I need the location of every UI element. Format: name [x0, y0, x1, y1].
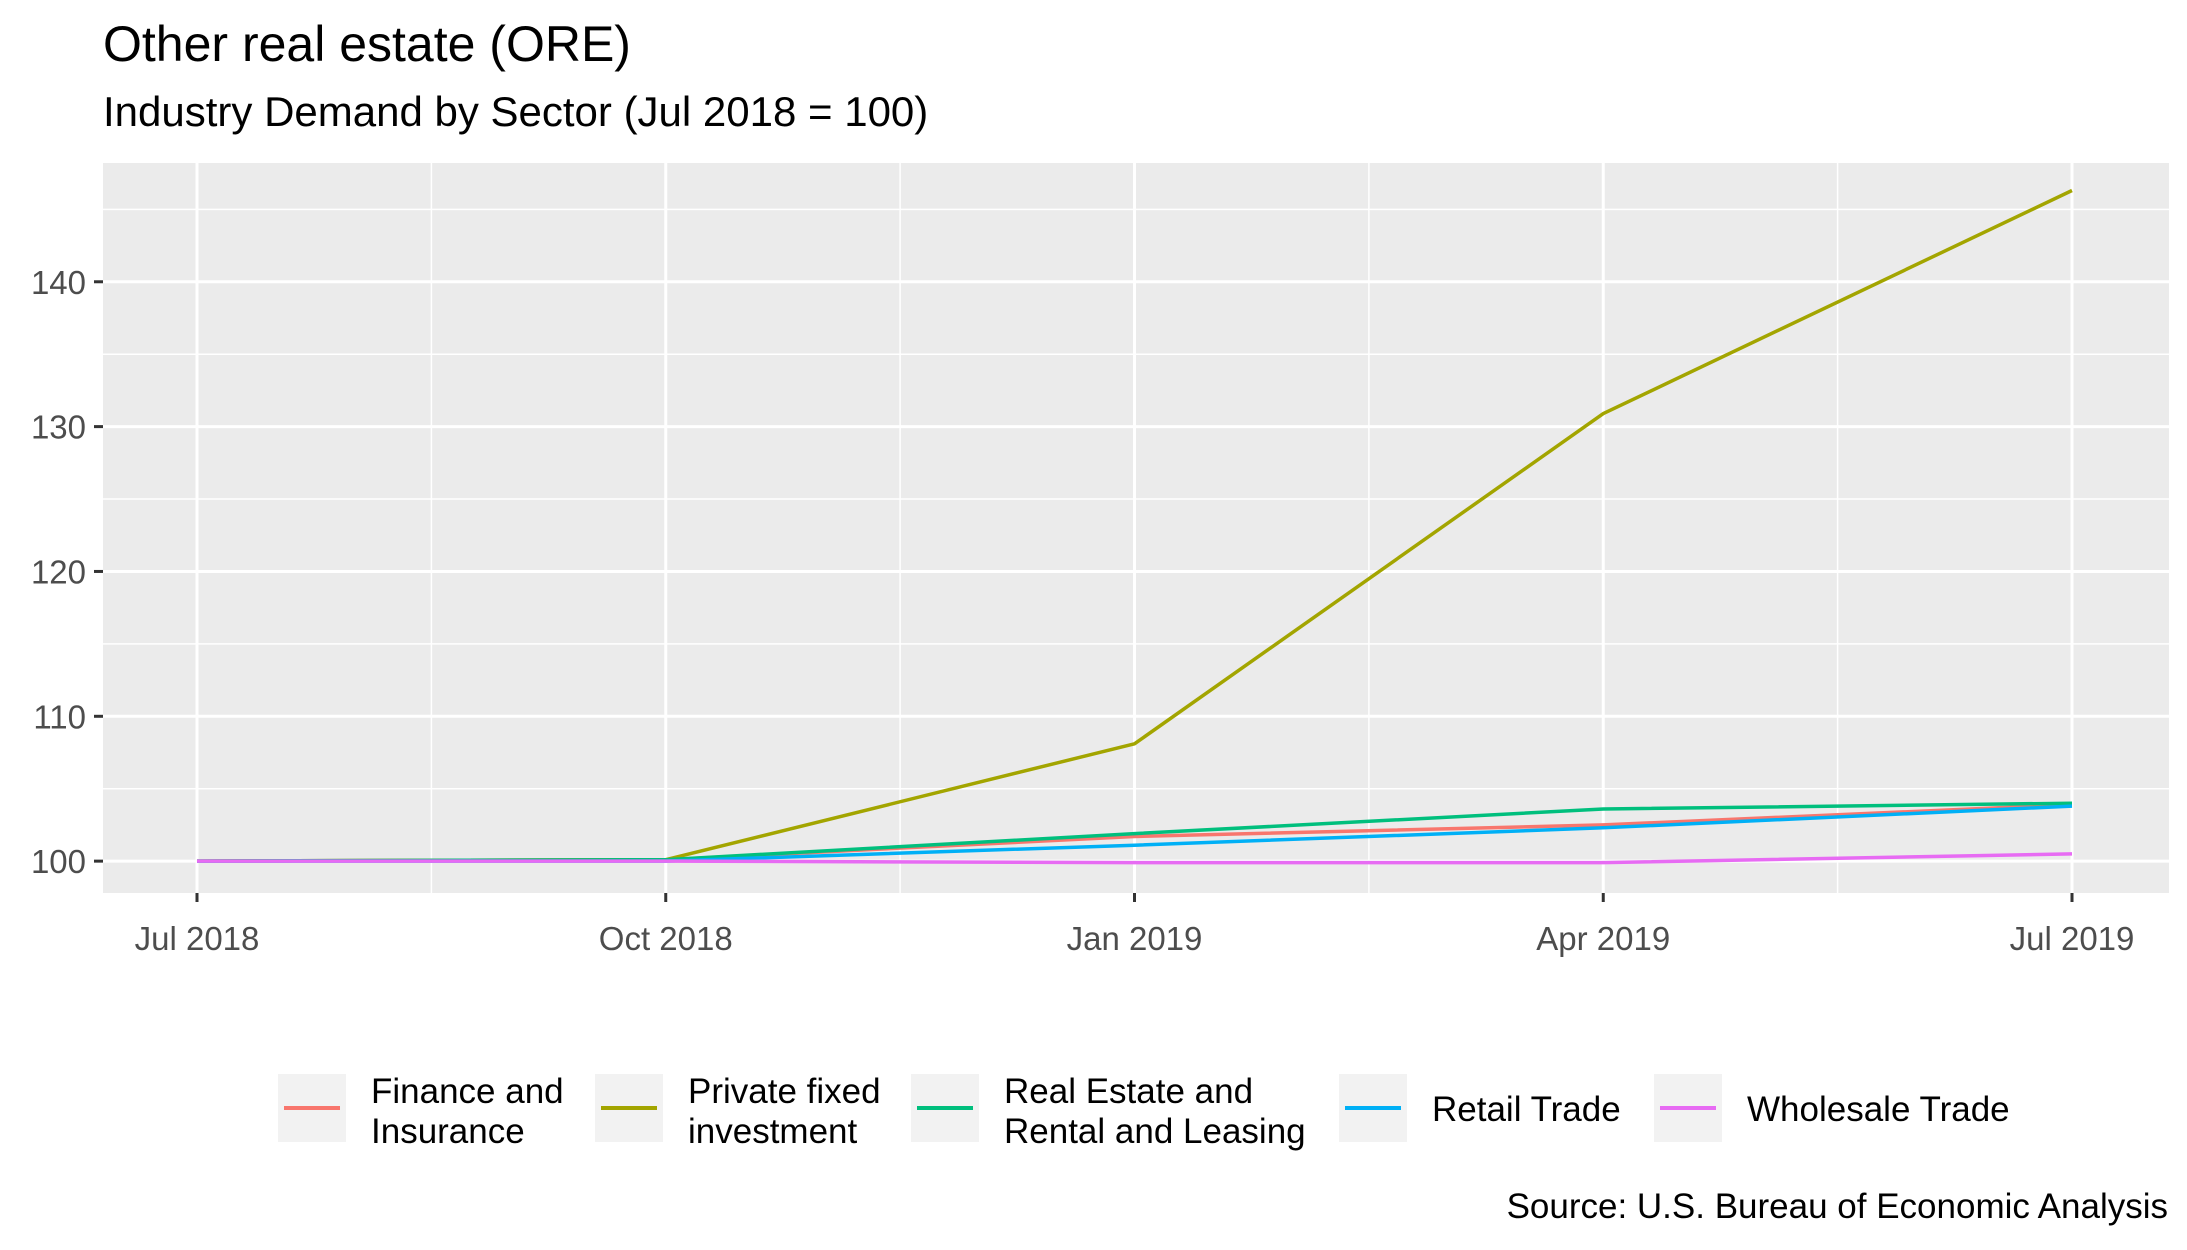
legend-label: Wholesale Trade [1747, 1090, 2010, 1130]
legend-label-line: Insurance [371, 1112, 525, 1151]
legend-label-line: Real Estate and [1004, 1072, 1254, 1111]
series-lines [196, 188, 2073, 865]
y-axis: 100 110 120 130 140 [31, 264, 103, 880]
legend-label: Real Estate and Rental and Leasing [1004, 1072, 1306, 1152]
legend-key-line [601, 1106, 657, 1110]
legend-label-line: investment [688, 1112, 858, 1151]
legend-label-line: Private fixed [688, 1072, 881, 1111]
y-tick-label: 120 [31, 553, 86, 590]
y-tick-label: 100 [31, 843, 86, 880]
legend-label: Private fixed investment [688, 1072, 881, 1152]
x-tick-label: Jul 2018 [135, 920, 260, 957]
legend-label: Finance and Insurance [371, 1072, 564, 1152]
legend-key [595, 1074, 663, 1142]
series-line-5 [197, 852, 2073, 865]
y-tick-label: 130 [31, 409, 86, 446]
y-tick-label: 110 [33, 698, 86, 735]
legend-key-line [917, 1106, 973, 1110]
x-tick-label: Jan 2019 [1067, 920, 1203, 957]
x-axis: Jul 2018 Oct 2018 Jan 2019 Apr 2019 Jul 2019 [135, 893, 2135, 957]
legend-key-line [284, 1106, 340, 1110]
legend: Finance and Insurance Private fixed investm… [0, 1065, 2187, 1175]
line-chart: 100 110 120 130 140 Jul 2018 Oct 2018 Jan 2019… [31, 163, 2169, 957]
legend-label: Retail Trade [1432, 1090, 1621, 1130]
source-caption: Source: U.S. Bureau of Economic Analysis [1506, 1187, 2168, 1226]
chart-title: Other real estate (ORE) [103, 16, 631, 72]
y-tick-label: 140 [31, 264, 86, 301]
x-tick-label: Oct 2018 [599, 920, 733, 957]
legend-label-line: Wholesale Trade [1747, 1090, 2010, 1129]
x-tick-label: Jul 2019 [2010, 920, 2135, 957]
legend-key [278, 1074, 346, 1142]
chart-subtitle: Industry Demand by Sector (Jul 2018 = 10… [103, 88, 929, 135]
legend-key [911, 1074, 979, 1142]
legend-key [1339, 1074, 1407, 1142]
legend-label-line: Rental and Leasing [1004, 1112, 1306, 1151]
legend-key [1654, 1074, 1722, 1142]
legend-key-line [1345, 1106, 1401, 1110]
legend-label-line: Finance and [371, 1072, 564, 1111]
x-tick-label: Apr 2019 [1536, 920, 1670, 957]
legend-key-line [1660, 1106, 1716, 1110]
legend-label-line: Retail Trade [1432, 1090, 1621, 1129]
